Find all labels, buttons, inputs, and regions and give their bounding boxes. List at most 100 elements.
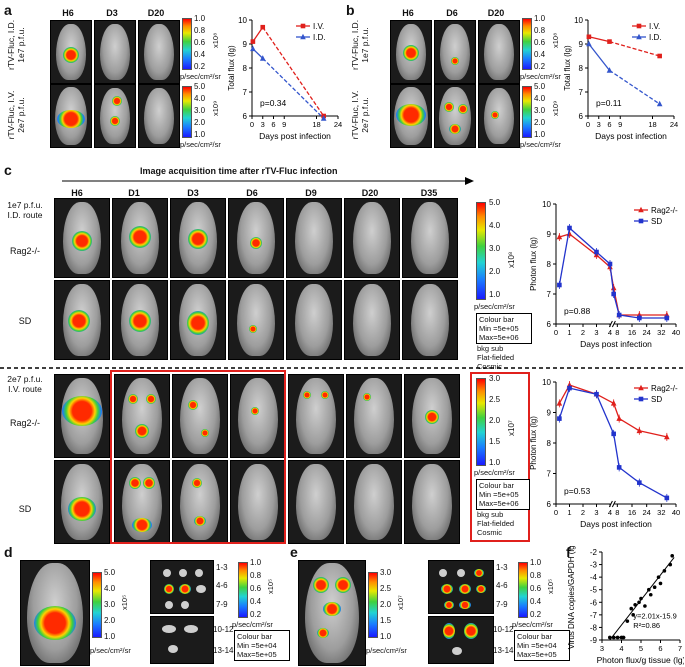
organ-row-label: 7-9 xyxy=(216,600,228,609)
data-point xyxy=(616,312,622,318)
panel-label-f: f xyxy=(566,544,571,560)
x-tick-label: 0 xyxy=(554,328,558,337)
col-header: D6 xyxy=(246,188,258,198)
colorbar-tick: 0.8 xyxy=(250,571,262,580)
organ-row-label: 1-3 xyxy=(496,563,508,572)
colorbar-tick: 1.0 xyxy=(250,558,262,567)
colorbar-tick: 0.8 xyxy=(194,26,206,35)
colorbar-tick: 4.0 xyxy=(534,94,546,103)
fit-equation: y=2.01x-15.9 xyxy=(633,612,677,621)
y-axis-label: Photon flux (lg) xyxy=(529,237,538,291)
colorbar xyxy=(368,572,378,638)
mouse-image xyxy=(478,20,520,84)
data-point xyxy=(606,67,613,73)
mouse-image xyxy=(54,280,110,360)
colour-bar-box: Colour bar Min =5e+05 Max=5e+06 xyxy=(476,313,532,344)
x-axis-label: Days post infection xyxy=(595,131,667,141)
x-tick-label: 16 xyxy=(628,328,636,337)
x-tick-label: 18 xyxy=(648,120,656,129)
colorbar-tick: 4.0 xyxy=(194,94,206,103)
data-point xyxy=(611,291,616,297)
colorbar-tick: 2.0 xyxy=(534,118,546,127)
processing-notes: bkg sub Flat-fielded Cosmic xyxy=(477,344,515,371)
data-point xyxy=(610,284,617,291)
y-tick-label: -7 xyxy=(590,611,598,620)
x-tick-label: 3 xyxy=(597,120,601,129)
col-header: D1 xyxy=(128,188,140,198)
x-tick-label: 9 xyxy=(618,120,622,129)
colorbar-tick: 0.4 xyxy=(530,597,542,606)
row-label: Rag2-/- xyxy=(9,246,40,256)
organ-row-label: 4-6 xyxy=(216,581,228,590)
colorbar xyxy=(238,562,248,618)
y-tick-label: 6 xyxy=(547,320,552,329)
col-header: H6 xyxy=(402,8,414,18)
colorbar-unit: p/sec/cm²/sr xyxy=(232,620,273,629)
data-point xyxy=(636,427,643,434)
data-point xyxy=(629,606,634,611)
mouse-image xyxy=(402,198,458,278)
col-header: D20 xyxy=(147,8,165,18)
colorbar-tick: 0.8 xyxy=(534,26,546,35)
colorbar-tick: 0.6 xyxy=(194,38,206,47)
x-tick-label: 4 xyxy=(608,328,612,337)
legend-label: I.V. xyxy=(649,22,660,31)
y-tick-label: 7 xyxy=(243,88,248,97)
row-label: Rag2-/- xyxy=(9,418,40,428)
organ-row-label: 10-12 xyxy=(213,625,234,634)
mouse-image xyxy=(228,280,284,360)
data-point xyxy=(300,23,306,29)
colorbar-tick: 1.0 xyxy=(380,632,392,641)
data-point xyxy=(638,396,644,402)
y-tick-label: -4 xyxy=(590,573,598,582)
colour-bar-box: Colour bar Min =5e+05 Max=5e+06 xyxy=(476,479,530,510)
p-value: p=0.88 xyxy=(564,306,591,316)
organ-row-label: 1-3 xyxy=(216,563,228,572)
x-tick-label: 6 xyxy=(658,644,662,653)
x-tick-label: 2 xyxy=(581,328,585,337)
mouse-image xyxy=(50,20,92,84)
mouse-image xyxy=(286,280,342,360)
mouse-image xyxy=(138,84,180,148)
legend-label: SD xyxy=(651,217,662,226)
y-axis-label: Total flux (lg) xyxy=(227,45,236,91)
colorbar xyxy=(476,378,486,466)
x-tick-label: 24 xyxy=(670,120,678,129)
mouse-image xyxy=(172,460,228,544)
arrow-title: Image acquisition time after rTV-Fluc in… xyxy=(140,166,338,176)
colorbar-tick: 5.0 xyxy=(194,82,206,91)
y-tick-label: 6 xyxy=(547,500,552,509)
y-tick-label: 10 xyxy=(542,200,551,209)
y-tick-label: 8 xyxy=(547,260,552,269)
y-tick-label: 6 xyxy=(579,112,584,121)
p-value: p=0.34 xyxy=(260,98,287,108)
y-tick-label: -2 xyxy=(590,548,598,557)
colorbar-tick: 2.5 xyxy=(489,395,501,404)
colorbar-tick: 0.4 xyxy=(534,50,546,59)
colorbar-unit: p/sec/cm²/sr xyxy=(180,140,221,149)
mouse-image xyxy=(404,374,460,458)
row-label: SD xyxy=(18,316,32,326)
data-point xyxy=(567,385,572,391)
col-header: H6 xyxy=(62,8,74,18)
mouse-image xyxy=(172,374,228,458)
colorbar-unit: p/sec/cm²/sr xyxy=(180,72,221,81)
mouse-image xyxy=(230,374,286,458)
y-tick-label: 7 xyxy=(547,290,552,299)
series-line xyxy=(639,430,667,438)
colorbar-exponent: x10⁵ xyxy=(266,578,275,594)
colorbar-tick: 0.6 xyxy=(534,38,546,47)
colorbar-unit: p/sec/cm²/sr xyxy=(90,646,131,655)
mouse-image xyxy=(50,84,92,148)
colorbar xyxy=(522,18,532,70)
x-tick-label: 32 xyxy=(657,508,665,517)
colorbar-tick: 1.5 xyxy=(489,437,501,446)
colorbar-tick: 2.0 xyxy=(194,118,206,127)
data-point xyxy=(556,400,563,406)
colorbar-tick: 0.2 xyxy=(194,62,206,71)
y-tick-label: -9 xyxy=(590,636,598,645)
data-point xyxy=(607,39,612,44)
mouse-image xyxy=(230,460,286,544)
data-point xyxy=(658,581,663,586)
